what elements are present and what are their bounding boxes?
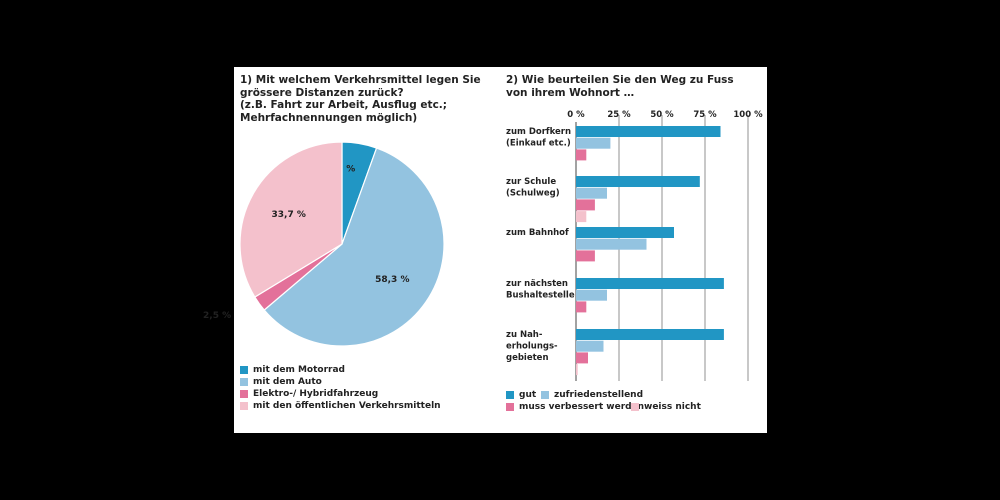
pie-chart: 5,5 %58,3 %2,5 %33,7 % bbox=[203, 141, 445, 347]
bar bbox=[576, 176, 700, 187]
category-label: zur Schule bbox=[506, 177, 556, 187]
bar bbox=[576, 211, 587, 223]
x-tick-label: 0 % bbox=[567, 110, 585, 120]
bar-legend-label: gut bbox=[519, 390, 537, 400]
bar bbox=[576, 364, 578, 376]
x-tick-label: 50 % bbox=[650, 110, 674, 120]
pie-legend-label: mit dem Auto bbox=[253, 377, 322, 387]
legend-swatch bbox=[506, 391, 514, 399]
bar bbox=[576, 340, 604, 352]
bar-legend-label: weiss nicht bbox=[644, 402, 701, 412]
bar bbox=[576, 352, 588, 364]
pie-legend-item: Elektro-/ Hybridfahrzeug bbox=[240, 389, 378, 399]
bar bbox=[576, 278, 724, 289]
0-title-line: (z.B. Fahrt zur Arbeit, Ausflug etc.; bbox=[240, 99, 447, 111]
pie-slice bbox=[239, 141, 343, 298]
pie-legend-label: Elektro-/ Hybridfahrzeug bbox=[253, 389, 379, 399]
pie-legend-item: mit dem Motorrad bbox=[240, 365, 345, 375]
category-label: gebieten bbox=[506, 353, 549, 363]
legend-swatch bbox=[506, 403, 514, 411]
legend-swatch bbox=[631, 403, 639, 411]
pie-slice-label: 2,5 % bbox=[203, 311, 231, 321]
legend-swatch bbox=[240, 402, 248, 410]
bar bbox=[576, 250, 595, 262]
bar bbox=[576, 199, 595, 211]
x-tick-label: 25 % bbox=[607, 110, 631, 120]
pie-slice bbox=[263, 147, 445, 347]
bar bbox=[576, 227, 674, 238]
bar-chart: 0 % 25 % 50 % 75 % 100 % zum Dorfkern (Einkauf… bbox=[506, 110, 763, 381]
bar bbox=[576, 289, 607, 301]
bar-chart-title: 2) Wie beurteilen Sie den Weg zu Fuss von… bbox=[506, 74, 766, 99]
pie-legend-item: mit dem Auto bbox=[240, 377, 322, 387]
bar-legend-label: zufriedenstellend bbox=[554, 390, 644, 400]
legend-swatch bbox=[541, 391, 549, 399]
bar bbox=[576, 187, 607, 199]
category-label: (Einkauf etc.) bbox=[506, 139, 571, 149]
bar-legend-item: gut bbox=[506, 390, 536, 400]
x-tick-label: 100 % bbox=[733, 110, 763, 120]
bar-legend-item: muss verbessert werden bbox=[506, 402, 644, 412]
bar bbox=[576, 238, 647, 250]
report-panel: 1) Mit welchem Verkehrsmittel legen Sie g… bbox=[203, 67, 767, 433]
legend-swatch bbox=[240, 366, 248, 374]
0-title-line: grössere Distanzen zurück? bbox=[240, 86, 404, 99]
1-title-line: 2) Wie beurteilen Sie den Weg zu Fuss bbox=[506, 74, 734, 86]
bar bbox=[576, 126, 721, 137]
bar-legend-item: weiss nicht bbox=[631, 402, 701, 412]
x-tick-label: 75 % bbox=[693, 110, 717, 120]
category-label: zum Bahnhof bbox=[506, 228, 569, 238]
bar bbox=[576, 149, 587, 161]
pie-slice-label: 58,3 % bbox=[375, 275, 409, 285]
bar-legend-label: muss verbessert werden bbox=[519, 402, 645, 412]
category-label: zu Nah- bbox=[506, 330, 543, 340]
0-title-line: Mehrfachnennungen möglich) bbox=[240, 111, 418, 124]
0-title-line: 1) Mit welchem Verkehrsmittel legen Sie bbox=[240, 74, 481, 86]
pie-legend-label: mit den öffentlichen Verkehrsmitteln bbox=[253, 401, 441, 411]
pie-chart-title: 1) Mit welchem Verkehrsmittel legen Sie g… bbox=[240, 74, 500, 124]
category-label: zur nächsten bbox=[506, 279, 568, 289]
category-label: erholungs- bbox=[506, 342, 558, 352]
pie-legend-label: mit dem Motorrad bbox=[253, 365, 345, 375]
bar-legend-item: zufriedenstellend bbox=[541, 390, 643, 400]
category-label: (Schulweg) bbox=[506, 189, 560, 199]
pie-legend-item: mit den öffentlichen Verkehrsmitteln bbox=[240, 401, 441, 411]
pie-slice-label: 33,7 % bbox=[272, 210, 306, 220]
category-label: Bushaltestelle bbox=[506, 291, 575, 301]
bar bbox=[576, 301, 587, 313]
category-label: zum Dorfkern bbox=[506, 127, 571, 137]
1-title-line: von ihrem Wohnort … bbox=[506, 86, 635, 99]
legend-swatch bbox=[240, 378, 248, 386]
bar bbox=[576, 329, 724, 340]
bar bbox=[576, 137, 611, 149]
legend-swatch bbox=[240, 390, 248, 398]
